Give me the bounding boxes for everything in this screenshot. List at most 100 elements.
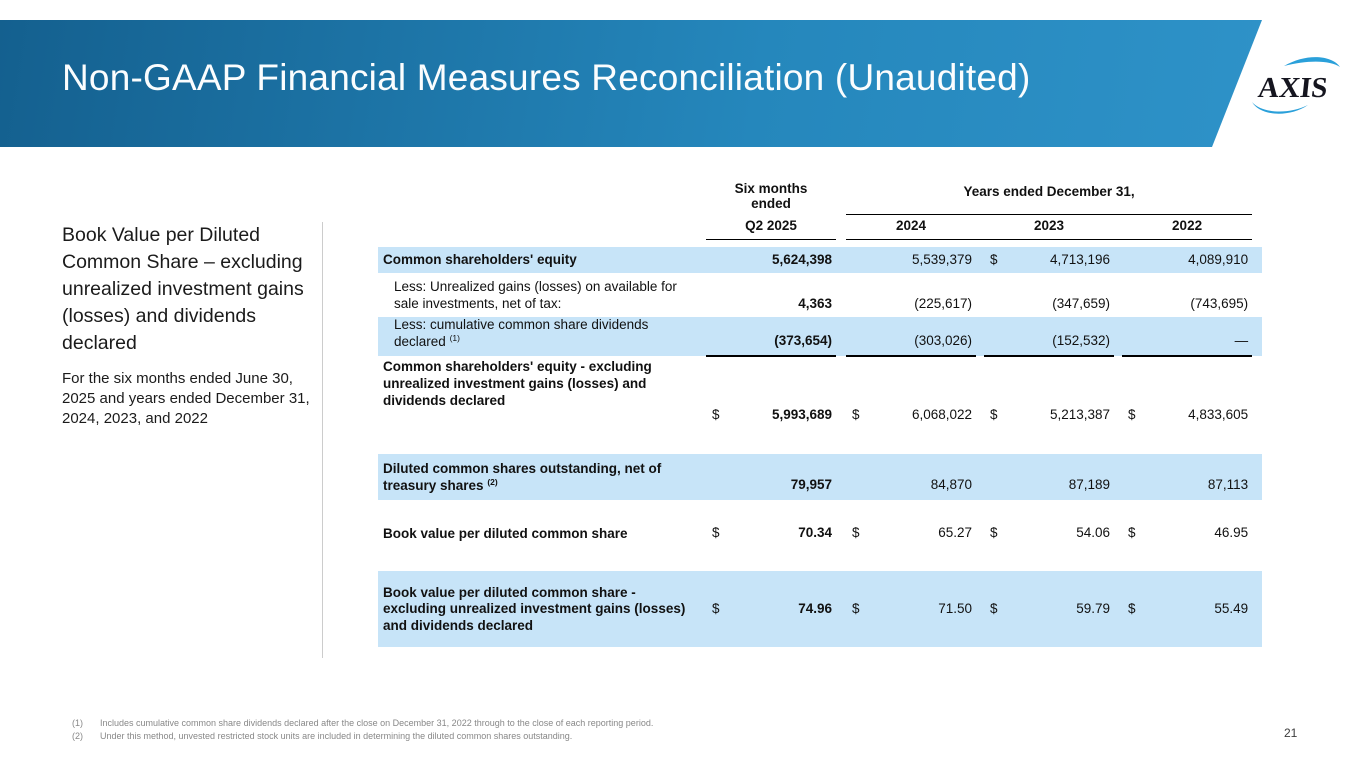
col-gap xyxy=(1252,273,1262,317)
header-spacer xyxy=(1252,178,1262,214)
axis-logo: AXIS xyxy=(1250,52,1342,118)
dollar-sign xyxy=(706,317,724,358)
dollar-sign xyxy=(846,454,864,500)
value-q2-2025: 74.96 xyxy=(798,601,833,617)
table-row: Less: cumulative common share dividends … xyxy=(378,317,1263,358)
column-header-2022: 2022 xyxy=(1122,214,1253,240)
dollar-sign: $ xyxy=(1128,601,1136,617)
value-2022: 87,113 xyxy=(1207,477,1249,493)
footnote-number: (2) xyxy=(72,730,83,741)
footnote-1: (1) Includes cumulative common share div… xyxy=(72,717,653,730)
dollar-sign xyxy=(984,454,1002,500)
value-2024: 6,068,022 xyxy=(911,407,973,423)
vertical-divider xyxy=(322,222,323,658)
footnote-2: (2) Under this method, unvested restrict… xyxy=(72,730,653,743)
col-gap xyxy=(1252,356,1262,436)
value-q2-2025: 5,624,398 xyxy=(771,251,833,267)
col-gap xyxy=(976,571,984,647)
header-spacer xyxy=(836,214,846,239)
table-row: Book value per diluted common share $ 70… xyxy=(378,515,1263,552)
dollar-sign xyxy=(706,273,724,317)
dollar-sign xyxy=(706,247,724,273)
value-2023: 54.06 xyxy=(1076,525,1111,541)
spacer-row xyxy=(378,436,1262,454)
dollar-sign: $ xyxy=(852,601,860,617)
value-2022: 4,833,605 xyxy=(1188,407,1249,423)
six-months-line2: ended xyxy=(751,196,791,211)
dollar-sign xyxy=(846,247,864,273)
value-2024: (225,617) xyxy=(914,295,973,311)
spacer-row xyxy=(378,500,1262,515)
value-2022: 46.95 xyxy=(1214,525,1249,541)
value-2024: (303,026) xyxy=(864,317,977,358)
footnote-text: Includes cumulative common share dividen… xyxy=(100,718,654,728)
col-gap xyxy=(836,356,846,436)
page-number: 21 xyxy=(1284,726,1298,740)
axis-logo-icon: AXIS xyxy=(1252,57,1340,114)
header-spacer xyxy=(378,178,706,214)
value-q2-2025: (373,654) xyxy=(724,317,837,358)
row-label: Common shareholders' equity - excluding … xyxy=(383,359,652,408)
spacer-row xyxy=(378,239,1262,247)
dollar-sign: $ xyxy=(712,407,720,423)
reconciliation-table: Six months ended Years ended December 31… xyxy=(378,178,1263,648)
dollar-sign: $ xyxy=(990,407,998,423)
dollar-sign: $ xyxy=(990,601,998,617)
header-banner: Non-GAAP Financial Measures Reconciliati… xyxy=(0,20,1262,147)
value-2024: 84,870 xyxy=(930,477,973,493)
row-label: Book value per diluted common share xyxy=(383,525,628,541)
value-2024: 5,539,379 xyxy=(911,251,973,267)
col-gap xyxy=(1252,317,1262,356)
col-gap xyxy=(1114,273,1122,317)
dollar-sign xyxy=(1122,454,1140,500)
table-row: Book value per diluted common share - ex… xyxy=(378,571,1263,648)
section-subheading: For the six months ended June 30, 2025 a… xyxy=(62,370,310,427)
footnote-text: Under this method, unvested restricted s… xyxy=(100,730,573,741)
col-gap xyxy=(836,247,846,273)
col-gap xyxy=(976,454,984,500)
dollar-sign: $ xyxy=(1128,407,1136,423)
row-label: Book value per diluted common share - ex… xyxy=(383,584,686,633)
dollar-sign: $ xyxy=(712,525,720,541)
col-gap xyxy=(836,273,846,317)
value-2023: (152,532) xyxy=(1002,317,1115,358)
spacer-row xyxy=(378,551,1262,571)
header-spacer xyxy=(976,214,985,240)
page-title: Non-GAAP Financial Measures Reconciliati… xyxy=(62,57,1031,98)
row-label: Diluted common shares outstanding, net o… xyxy=(383,460,662,493)
table-header-row-1: Six months ended Years ended December 31… xyxy=(378,178,1262,215)
col-gap xyxy=(1252,454,1262,500)
col-gap xyxy=(1114,317,1122,356)
col-gap xyxy=(836,454,846,500)
table-row: Diluted common shares outstanding, net o… xyxy=(378,454,1263,501)
footnote-number: (1) xyxy=(72,718,83,728)
column-header-2023: 2023 xyxy=(984,214,1115,240)
dollar-sign: $ xyxy=(852,407,860,423)
col-gap xyxy=(1114,571,1122,647)
dollar-sign: $ xyxy=(990,525,998,541)
col-gap xyxy=(976,317,984,356)
col-gap xyxy=(976,356,984,436)
six-months-header: Six months ended xyxy=(706,178,836,214)
header-spacer xyxy=(1252,214,1262,239)
value-2024: 71.50 xyxy=(938,601,973,617)
dollar-sign xyxy=(984,273,1002,317)
row-label: Common shareholders' equity xyxy=(383,252,577,268)
dollar-sign xyxy=(1122,273,1140,317)
col-gap xyxy=(1114,515,1122,551)
axis-logo-text: AXIS xyxy=(1257,72,1330,104)
value-q2-2025: 70.34 xyxy=(798,525,833,541)
column-header-2024: 2024 xyxy=(846,214,977,240)
value-q2-2025: 5,993,689 xyxy=(771,407,833,423)
value-2023: 59.79 xyxy=(1076,601,1111,617)
value-q2-2025: 79,957 xyxy=(790,477,833,493)
col-gap xyxy=(1114,247,1122,273)
years-ended-header: Years ended December 31, xyxy=(846,178,1253,215)
header-spacer xyxy=(1114,214,1123,240)
table-row: Less: Unrealized gains (losses) on avail… xyxy=(378,273,1263,317)
table-row: Common shareholders' equity 5,624,398 5,… xyxy=(378,247,1263,273)
value-2023: 5,213,387 xyxy=(1049,407,1111,423)
dollar-sign: $ xyxy=(990,251,998,267)
value-2023: 87,189 xyxy=(1068,477,1111,493)
